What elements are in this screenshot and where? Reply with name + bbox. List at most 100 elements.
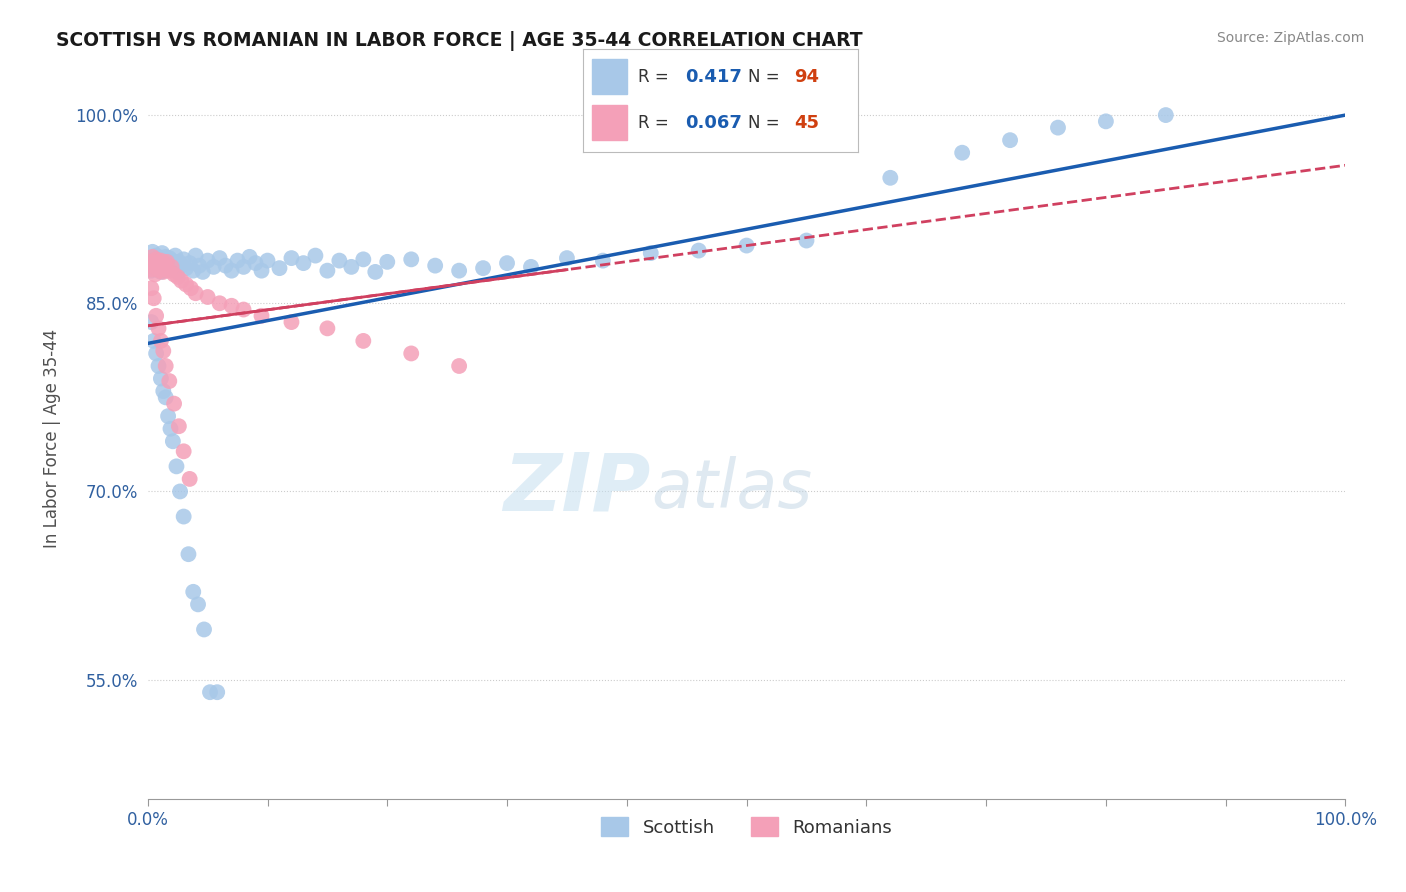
Point: [214, 259, 236, 273]
Text: 0.417: 0.417: [685, 68, 742, 86]
Point: [166, 265, 188, 279]
Point: [181, 263, 204, 277]
Point: [148, 321, 170, 335]
Point: [153, 253, 176, 268]
Text: SCOTTISH VS ROMANIAN IN LABOR FORCE | AGE 35-44 CORRELATION CHART: SCOTTISH VS ROMANIAN IN LABOR FORCE | AG…: [56, 31, 863, 51]
Point: [143, 261, 166, 276]
Point: [157, 263, 180, 277]
Point: [142, 253, 165, 268]
Point: [232, 302, 254, 317]
Point: [950, 145, 973, 160]
Point: [149, 260, 172, 274]
Text: 94: 94: [794, 68, 820, 86]
Point: [153, 256, 176, 270]
Point: [399, 252, 422, 267]
Point: [148, 359, 170, 373]
Text: N =: N =: [748, 114, 785, 132]
Point: [208, 251, 231, 265]
Point: [181, 584, 204, 599]
Point: [280, 251, 302, 265]
Point: [155, 262, 177, 277]
Point: [197, 290, 219, 304]
Point: [155, 390, 177, 404]
Point: [472, 261, 495, 276]
Point: [141, 281, 163, 295]
Point: [496, 256, 519, 270]
Point: [269, 261, 291, 276]
Point: [197, 253, 219, 268]
Point: [148, 256, 170, 270]
Point: [399, 346, 422, 360]
Point: [146, 252, 169, 267]
Point: [148, 255, 170, 269]
Point: [167, 255, 190, 269]
Point: [166, 459, 188, 474]
Point: [796, 234, 818, 248]
Text: atlas: atlas: [651, 456, 811, 522]
Point: [250, 309, 273, 323]
Point: [174, 277, 197, 292]
Point: [139, 256, 162, 270]
Point: [169, 484, 191, 499]
Point: [340, 260, 363, 274]
Text: R =: R =: [638, 68, 675, 86]
Point: [141, 262, 163, 277]
Point: [245, 256, 267, 270]
Point: [177, 547, 200, 561]
Point: [449, 263, 471, 277]
Point: [998, 133, 1021, 147]
Point: [142, 259, 165, 273]
Point: [157, 261, 180, 276]
Point: [174, 261, 197, 276]
Point: [163, 256, 186, 270]
Point: [180, 281, 202, 295]
Point: [152, 343, 174, 358]
Point: [292, 256, 315, 270]
Point: [149, 263, 172, 277]
Point: [160, 253, 183, 268]
Point: [304, 249, 326, 263]
Point: [1154, 108, 1177, 122]
Point: [191, 265, 214, 279]
Point: [688, 244, 710, 258]
Point: [167, 419, 190, 434]
Point: [157, 374, 180, 388]
Point: [221, 299, 243, 313]
Point: [157, 251, 180, 265]
Point: [179, 472, 201, 486]
Point: [146, 262, 169, 277]
Point: [163, 268, 186, 282]
Point: [208, 296, 231, 310]
Point: [202, 260, 225, 274]
Point: [142, 291, 165, 305]
Point: [179, 256, 201, 270]
Point: [149, 334, 172, 348]
Point: [352, 334, 374, 348]
Point: [328, 253, 350, 268]
Point: [149, 265, 172, 279]
Point: [170, 259, 193, 273]
Point: [193, 623, 215, 637]
Point: [145, 249, 167, 263]
Point: [1095, 114, 1118, 128]
Point: [188, 259, 211, 273]
Text: 0.067: 0.067: [685, 114, 742, 132]
Point: [375, 255, 398, 269]
Point: [221, 263, 243, 277]
Point: [152, 263, 174, 277]
Y-axis label: In Labor Force | Age 35-44: In Labor Force | Age 35-44: [44, 328, 60, 548]
Point: [156, 255, 179, 269]
Point: [250, 263, 273, 277]
Point: [150, 246, 173, 260]
Point: [163, 397, 186, 411]
Point: [555, 251, 578, 265]
Point: [1046, 120, 1069, 135]
Point: [143, 268, 166, 282]
Point: [155, 359, 177, 373]
Point: [150, 257, 173, 271]
Point: [184, 249, 207, 263]
Point: [352, 252, 374, 267]
Point: [165, 249, 187, 263]
Point: [316, 263, 339, 277]
Point: [162, 434, 184, 449]
